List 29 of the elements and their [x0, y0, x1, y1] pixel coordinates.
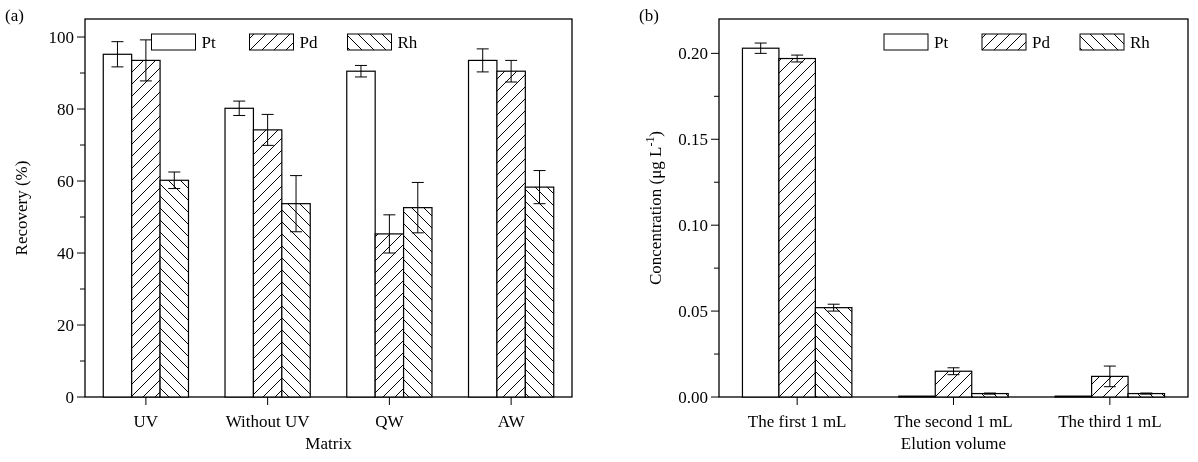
y-tick-label: 0.05: [678, 302, 708, 322]
x-tick-label: The first 1 mL: [747, 412, 847, 431]
y-tick-label: 0: [65, 387, 74, 407]
x-tick-label: The second 1 mL: [894, 412, 1013, 431]
x-tick-label: The third 1 mL: [1058, 412, 1162, 431]
x-tick-label: AW: [497, 412, 526, 431]
legend-label: Rh: [1130, 32, 1151, 52]
x-tick-label: QW: [375, 412, 405, 431]
legend-label: Pt: [934, 32, 949, 52]
y-tick-label: 20: [57, 315, 74, 335]
y-tick-label: 0.10: [678, 216, 708, 236]
x-tick-label: Without UV: [225, 412, 311, 431]
legend-label: Pd: [299, 32, 318, 52]
x-axis-title: Elution volume: [900, 434, 1007, 453]
y-axis-title: Recovery (%): [12, 160, 31, 256]
legend-label: Pt: [201, 32, 216, 52]
y-tick-label: 40: [57, 243, 74, 263]
x-axis-title: Matrix: [305, 434, 353, 453]
legend-label: Rh: [397, 32, 418, 52]
text: 0.00: [678, 387, 708, 407]
y-tick-label: 100: [48, 27, 74, 47]
y-tick-label: 0.15: [678, 130, 708, 150]
y-tick-label: 60: [57, 171, 74, 191]
x-tick-label: UV: [133, 412, 159, 431]
chart-title: (b): [639, 6, 659, 25]
legend-label: Pd: [1032, 32, 1051, 52]
y-tick-label: 80: [57, 99, 74, 119]
y-tick-label: 0.20: [678, 44, 708, 64]
chart-title: (a): [5, 6, 24, 25]
